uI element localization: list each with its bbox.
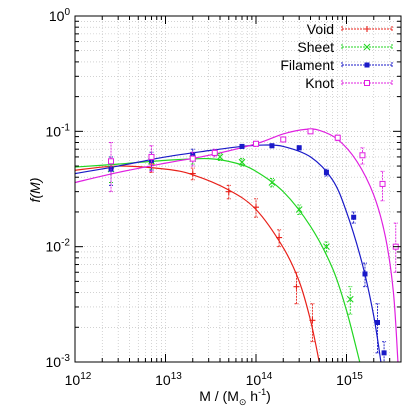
filament-error-bar <box>351 211 356 224</box>
x-tick-label: 1015 <box>336 371 363 388</box>
x-tick-label-base: 10 <box>65 372 81 388</box>
sheet-point <box>216 153 224 161</box>
filament-point <box>296 145 302 151</box>
x-axis-label-main: M / (M <box>199 388 239 404</box>
sheet-error-bar <box>348 286 353 315</box>
x-tick-label-base: 10 <box>155 372 171 388</box>
knot-error-bar <box>380 170 385 202</box>
x-tick-label-exponent: 12 <box>80 371 92 382</box>
knot-error-bar <box>109 142 114 193</box>
sheet-point <box>295 206 303 213</box>
filament-error-bar <box>375 303 380 354</box>
void-fit-curve <box>75 165 320 362</box>
void-point <box>253 204 260 211</box>
legend-marker-filament <box>364 62 370 68</box>
void-error-bar <box>190 167 195 181</box>
grid <box>74 15 402 363</box>
y-tick-label-base: 10 <box>46 354 62 370</box>
y-tick-label-exponent: -3 <box>61 353 70 364</box>
filament-point <box>362 271 368 277</box>
x-axis-label: M / (M⊙ h-1) <box>199 387 271 407</box>
legend-marker-sheet <box>363 43 371 51</box>
knot-point <box>307 128 314 135</box>
y-tick-label-exponent: 0 <box>64 7 70 18</box>
plot-frame <box>74 15 402 363</box>
x-tick-label-base: 10 <box>246 372 262 388</box>
void-point <box>309 317 316 324</box>
x-axis-label-close: ) <box>266 388 271 404</box>
x-tick-label-exponent: 15 <box>352 371 364 382</box>
knot-point <box>280 136 287 143</box>
y-tick-label: 10-2 <box>46 238 71 255</box>
knot-point <box>211 149 218 156</box>
y-tick-label-exponent: -1 <box>61 122 70 133</box>
legend-label-filament: Filament <box>280 57 334 73</box>
legend-marker-void <box>364 26 370 32</box>
y-tick-label: 100 <box>49 7 71 24</box>
x-axis-label-exponent: -1 <box>258 387 266 397</box>
y-tick-label-base: 10 <box>49 8 65 24</box>
sheet-point <box>238 158 246 166</box>
knot-point <box>253 140 260 147</box>
legend-label-void: Void <box>307 21 334 37</box>
void-error-bar <box>277 229 282 248</box>
filament-error-bar <box>362 262 367 288</box>
void-point <box>225 188 232 195</box>
x-axis-label-sun-symbol: ⊙ <box>239 397 247 407</box>
sheet-point <box>268 179 276 186</box>
x-tick-label-exponent: 14 <box>261 371 273 382</box>
legend-label-sheet: Sheet <box>297 39 334 55</box>
filament-point <box>381 350 387 356</box>
knot-point <box>334 134 341 141</box>
knot-point <box>108 158 115 165</box>
x-axis-label-h: h <box>246 388 258 404</box>
y-tick-label-base: 10 <box>46 239 62 255</box>
sheet-fit-curve <box>75 157 361 362</box>
filament-fit-curve <box>75 144 382 362</box>
x-tick-label: 1014 <box>246 371 273 388</box>
void-point <box>189 170 196 177</box>
y-tick-label-exponent: -2 <box>61 238 70 249</box>
x-tick-label-base: 10 <box>336 372 352 388</box>
y-axis-label: f(M) <box>27 178 43 203</box>
sheet-point <box>323 243 330 251</box>
filament-point <box>323 169 329 175</box>
filament-point <box>269 143 275 149</box>
y-tick-label-base: 10 <box>46 123 62 139</box>
x-tick-label-exponent: 13 <box>171 371 183 382</box>
x-tick-label: 1012 <box>65 371 92 388</box>
sheet-point <box>346 295 354 303</box>
void-point <box>276 234 283 241</box>
filament-point <box>239 143 245 149</box>
legend-marker-knot <box>364 80 370 86</box>
filament-point <box>190 151 196 157</box>
sheet-error-bar <box>324 241 329 253</box>
filament-point <box>375 320 381 326</box>
y-tick-label: 10-1 <box>46 122 71 139</box>
void-point <box>293 283 300 290</box>
knot-error-bar <box>360 147 365 165</box>
knot-point <box>379 180 386 187</box>
knot-point <box>148 153 155 160</box>
filament-point <box>351 214 357 220</box>
y-tick-label: 10-3 <box>46 353 71 370</box>
knot-point <box>189 155 196 162</box>
legend-label-knot: Knot <box>305 75 334 91</box>
x-tick-label: 1013 <box>155 371 182 388</box>
knot-point <box>359 152 366 159</box>
legend: Void Sheet Filament Knot <box>280 21 393 91</box>
